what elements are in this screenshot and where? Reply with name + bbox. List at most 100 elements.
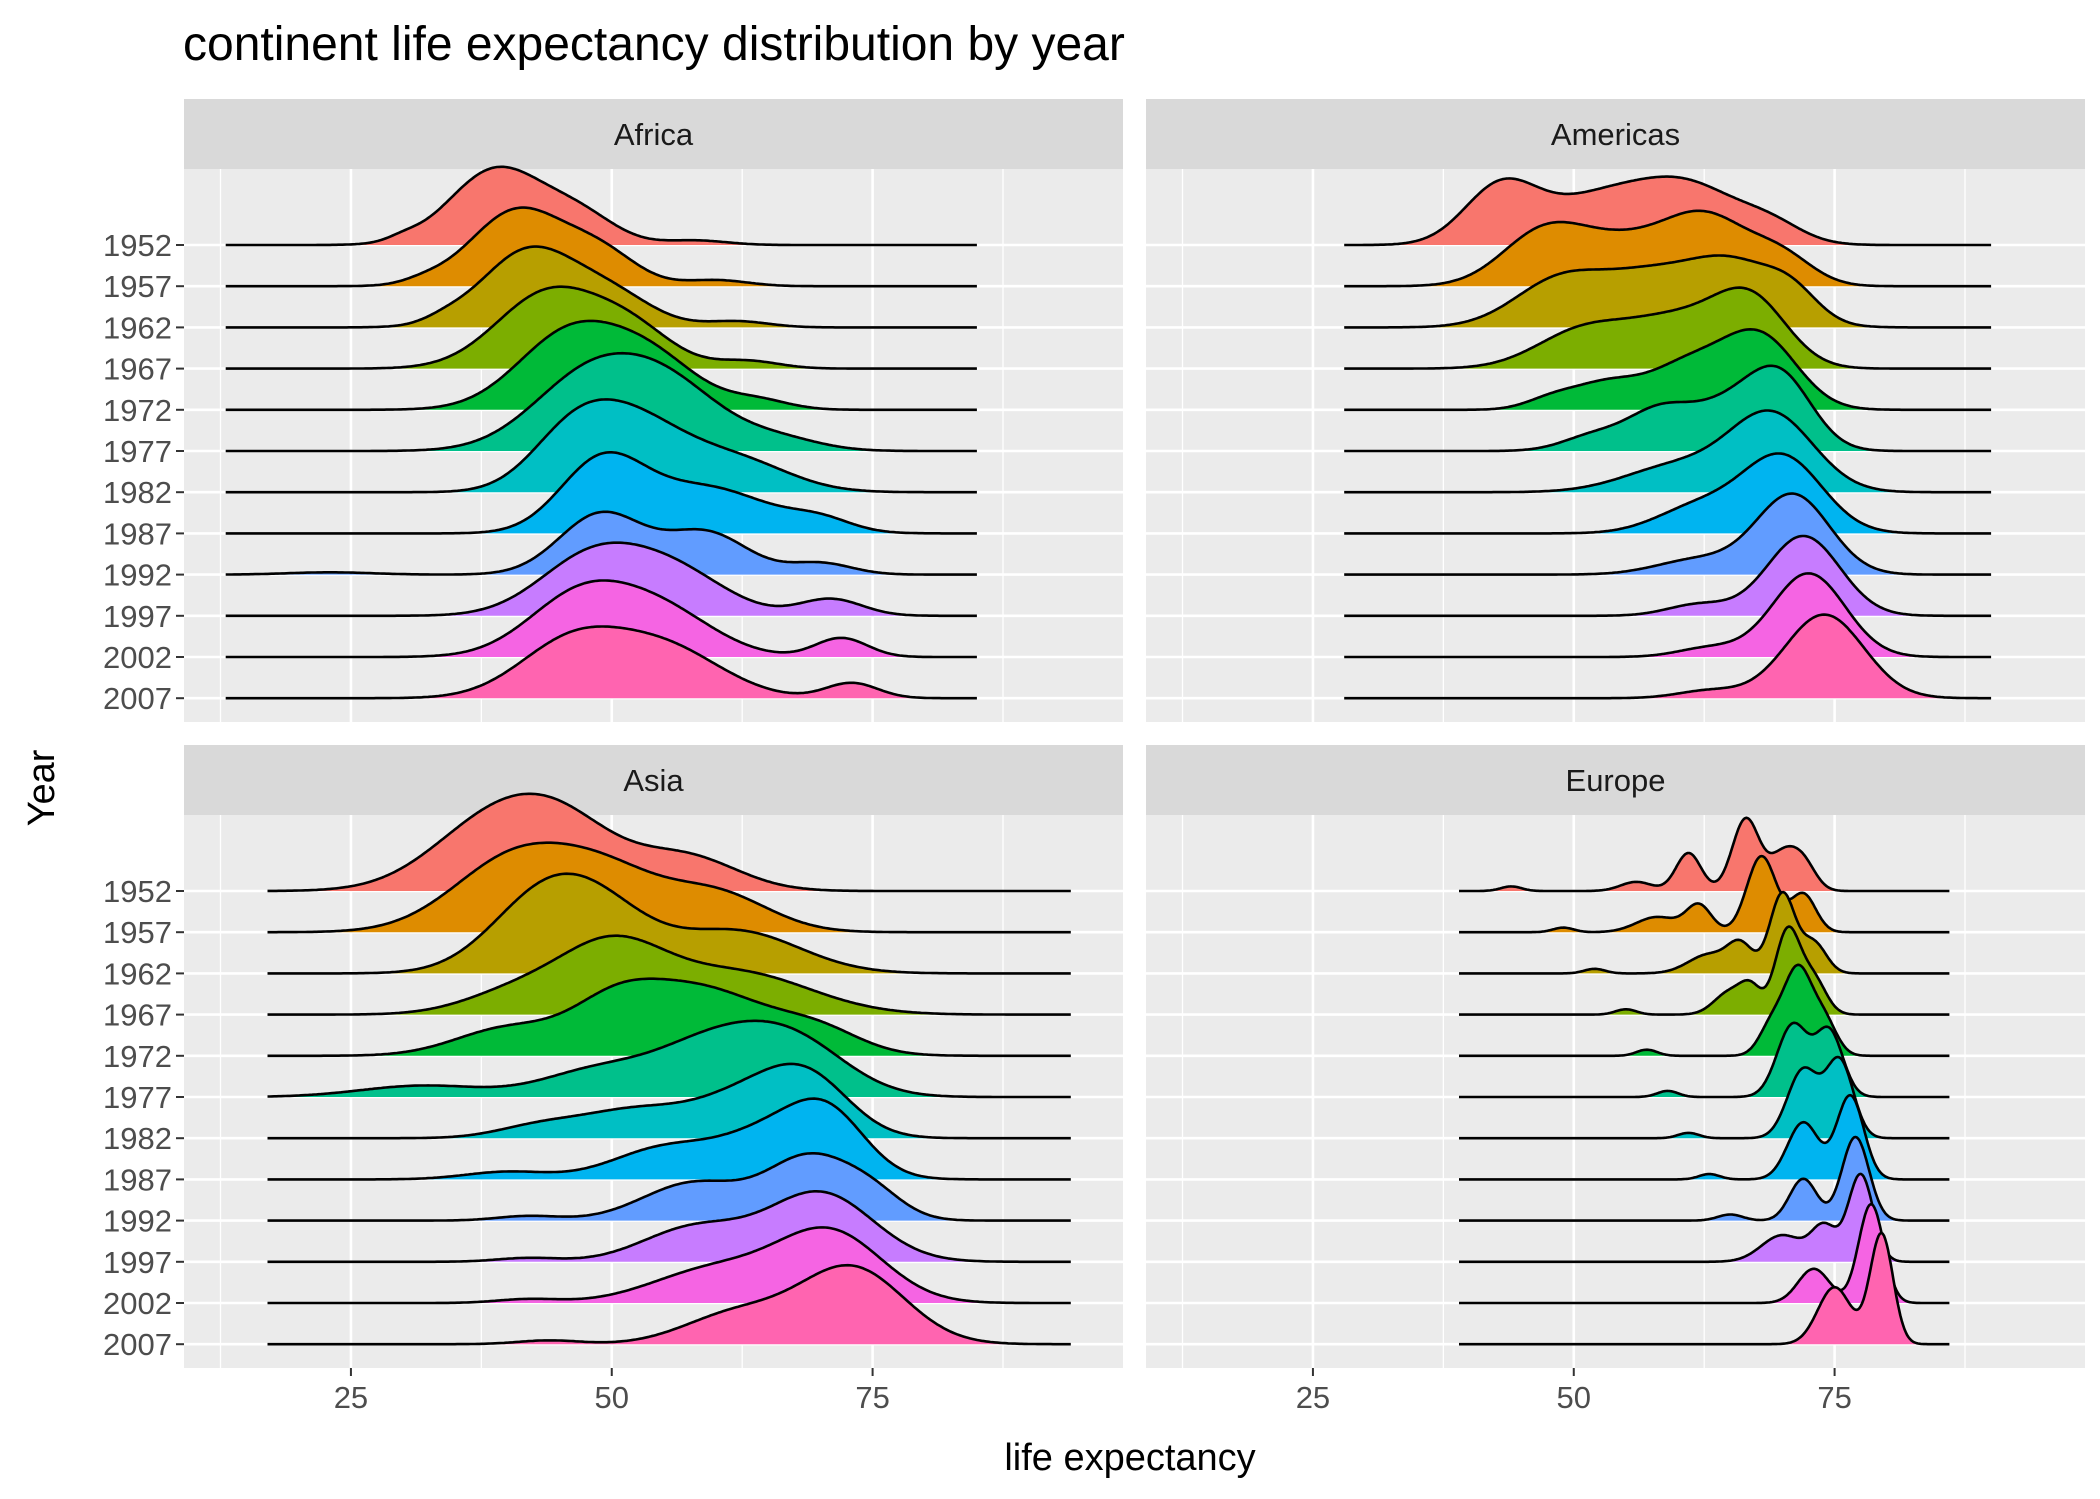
ridge-fill-americas-1987 [1344, 453, 1992, 534]
ridge-line-americas-1992 [1344, 492, 1992, 576]
ridge-line-africa-1962 [225, 245, 977, 329]
ridge-line-europe-1997 [1459, 1172, 1950, 1264]
ridge-fill-africa-1962 [225, 246, 977, 328]
ridge-fill-asia-1972 [267, 978, 1071, 1056]
chart-title: continent life expectancy distribution b… [183, 18, 1125, 71]
ridge-line-africa-1967 [225, 285, 977, 370]
ridge-line-asia-1967 [267, 934, 1071, 1016]
ridge-line-africa-1972 [225, 319, 977, 412]
y-tick-label: 2002 [103, 1286, 172, 1321]
y-tick-label: 1987 [103, 516, 172, 551]
ridge-line-asia-1977 [267, 1019, 1071, 1099]
x-tick-label: 75 [855, 1380, 889, 1415]
ridge-line-asia-1997 [267, 1190, 1071, 1264]
ridge-line-asia-1992 [267, 1152, 1071, 1222]
y-tick-label: 1992 [103, 1204, 172, 1239]
y-tick-label: 1952 [103, 874, 172, 909]
ridge-fill-asia-1957 [267, 842, 1071, 933]
ridge-line-europe-1972 [1459, 963, 1950, 1058]
facet-panels: Africa 1952 1957 1962 1967 1972 1977 1982 1987 19… [103, 99, 2085, 1415]
ridge-fill-asia-1952 [267, 793, 1071, 891]
ridge-fill-asia-2007 [267, 1265, 1071, 1345]
ridge-line-asia-1957 [267, 841, 1071, 934]
ridge-fill-africa-1987 [225, 452, 977, 534]
ridge-line-americas-1957 [1344, 209, 1992, 288]
ridge-line-americas-2002 [1344, 572, 1992, 659]
panel-background [1146, 815, 2085, 1368]
y-tick-label: 1972 [103, 393, 172, 428]
x-tick-label: 75 [1817, 1380, 1851, 1415]
y-tick-label: 1962 [103, 956, 172, 991]
ridge-line-africa-1987 [225, 451, 977, 535]
y-tick-label: 1982 [103, 475, 172, 510]
strip-asia [184, 745, 1123, 815]
ridge-line-americas-1982 [1344, 409, 1992, 494]
ridge-fill-asia-1987 [267, 1098, 1071, 1180]
x-axis-title: life expectancy [1004, 1437, 1255, 1479]
y-axis-title: Year [21, 749, 63, 826]
panel-americas: Americas [1146, 99, 2085, 722]
x-tick-label: 25 [334, 1380, 368, 1415]
strip-europe [1146, 745, 2085, 815]
ridge-line-europe-1992 [1459, 1135, 1950, 1222]
y-tick-label: 1967 [103, 998, 172, 1033]
ridge-fill-europe-2007 [1459, 1232, 1950, 1345]
ridge-line-africa-1992 [225, 510, 977, 576]
ridge-line-asia-1987 [267, 1097, 1071, 1181]
ridge-fill-europe-1992 [1459, 1137, 1950, 1221]
ridge-line-africa-2007 [225, 625, 977, 700]
ridge-line-americas-1967 [1344, 286, 1992, 370]
ridge-line-europe-2007 [1459, 1231, 1950, 1346]
ridge-fill-asia-1962 [267, 873, 1071, 974]
panel-asia: Asia 1952 1957 1962 1967 1972 1977 1982 1987 1992… [103, 745, 1123, 1415]
y-tick-label: 1997 [103, 599, 172, 634]
ridge-fill-asia-1997 [267, 1191, 1071, 1262]
ridge-line-europe-1982 [1459, 1055, 1950, 1140]
panel-europe: Europe 25 50 75 [1146, 745, 2085, 1415]
ridge-line-americas-1962 [1344, 254, 1992, 329]
ridge-line-americas-1987 [1344, 452, 1992, 535]
ridge-fill-asia-1967 [267, 935, 1071, 1015]
strip-label: Asia [623, 763, 684, 798]
ridge-line-europe-1977 [1459, 1021, 1950, 1099]
ridge-fill-europe-1997 [1459, 1173, 1950, 1262]
ridge-line-europe-1962 [1459, 890, 1950, 975]
ridge-line-africa-2002 [225, 579, 977, 659]
ridge-fill-americas-1957 [1344, 210, 1992, 287]
y-tick-label: 1952 [103, 228, 172, 263]
y-tick-label: 1972 [103, 1039, 172, 1074]
x-tick-label: 25 [1296, 1380, 1330, 1415]
ridge-line-africa-1977 [225, 351, 977, 453]
ridge-fill-americas-1952 [1344, 176, 1992, 245]
y-tick-label: 1987 [103, 1162, 172, 1197]
ridge-fill-africa-2002 [225, 580, 977, 657]
strip-americas [1146, 99, 2085, 169]
y-tick-label: 2007 [103, 1327, 172, 1362]
y-tick-label: 1962 [103, 310, 172, 345]
ridge-fill-africa-1952 [225, 166, 977, 245]
y-tick-label: 1977 [103, 434, 172, 469]
y-tick-label: 1982 [103, 1121, 172, 1156]
ridge-fill-africa-2007 [225, 626, 977, 699]
strip-africa [184, 99, 1123, 169]
panel-africa: Africa 1952 1957 1962 1967 1972 1977 1982 1987 19… [103, 99, 1123, 722]
ridge-line-asia-2007 [267, 1263, 1071, 1346]
strip-label: Africa [614, 117, 694, 152]
ridge-line-asia-1972 [267, 977, 1071, 1058]
ridge-fill-europe-1962 [1459, 892, 1950, 974]
y-tick-label: 1967 [103, 352, 172, 387]
ridge-fill-europe-1987 [1459, 1095, 1950, 1180]
y-tick-label: 1957 [103, 915, 172, 950]
y-tick-label: 1992 [103, 558, 172, 593]
ridge-line-africa-1997 [225, 541, 977, 618]
ridge-line-europe-1957 [1459, 854, 1950, 934]
ridge-fill-americas-1962 [1344, 255, 1992, 328]
ridge-fill-americas-1982 [1344, 410, 1992, 493]
ridge-line-asia-2002 [267, 1226, 1071, 1305]
ridge-fill-americas-1972 [1344, 329, 1992, 410]
ridge-fill-europe-1982 [1459, 1057, 1950, 1139]
ridge-fill-africa-1957 [225, 207, 977, 287]
strip-label: Americas [1551, 117, 1680, 152]
ridge-line-europe-1952 [1459, 816, 1950, 893]
